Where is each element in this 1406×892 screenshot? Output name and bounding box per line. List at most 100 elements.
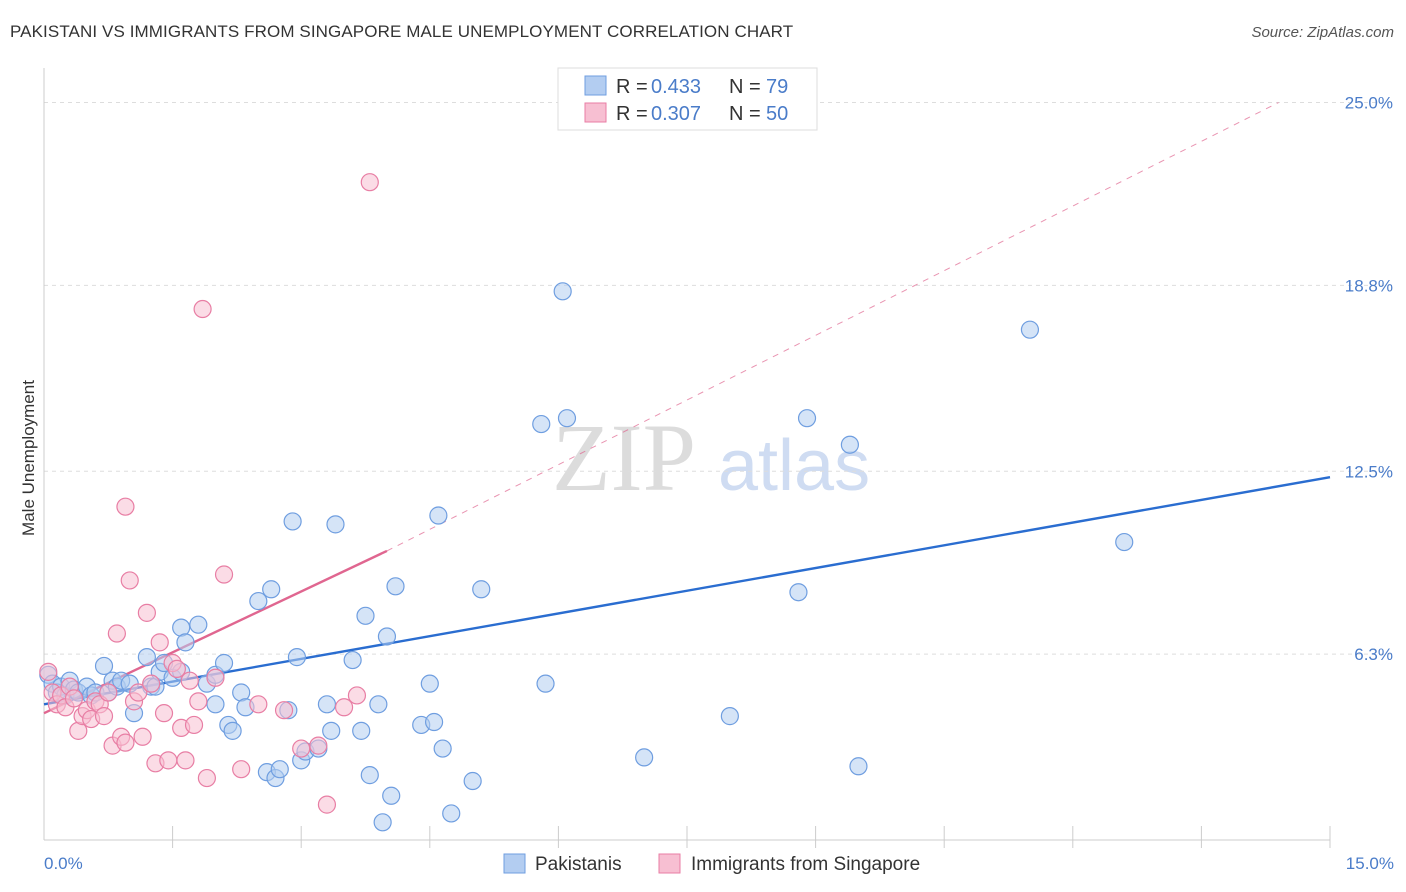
pakistani-point bbox=[377, 627, 397, 646]
pakistani-point bbox=[532, 414, 551, 434]
singapore-point bbox=[159, 751, 178, 770]
pakistani-point bbox=[322, 721, 341, 740]
bottom-legend-label-pakistanis: Pakistanis bbox=[535, 854, 622, 875]
singapore-point bbox=[64, 689, 84, 708]
pakistani-point bbox=[206, 695, 225, 714]
pakistani-point bbox=[849, 757, 868, 776]
singapore-point bbox=[137, 603, 156, 622]
pakistani-point bbox=[356, 606, 375, 625]
legend-n-label-2: N = bbox=[729, 103, 761, 125]
singapore-point bbox=[206, 668, 225, 687]
singapore-point bbox=[167, 659, 186, 679]
legend-r-value-1: 0.433 bbox=[651, 76, 701, 98]
singapore-point bbox=[232, 760, 251, 779]
singapore-point bbox=[274, 701, 294, 720]
pakistani-point bbox=[343, 650, 362, 670]
legend-n-label-1: N = bbox=[729, 76, 761, 98]
pakistani-point bbox=[262, 580, 281, 599]
pakistani-point bbox=[557, 409, 577, 428]
legend-swatch-singapore bbox=[584, 102, 607, 123]
pakistani-trend-line bbox=[43, 475, 1331, 706]
legend-r-label-2: R = bbox=[616, 103, 648, 125]
pakistani-point bbox=[536, 674, 555, 693]
pakistani-point bbox=[137, 648, 156, 667]
pakistani-point bbox=[287, 648, 307, 667]
data-points bbox=[39, 173, 1134, 832]
pakistani-point bbox=[429, 506, 448, 525]
pakistani-point bbox=[94, 656, 114, 676]
singapore-point bbox=[99, 683, 118, 702]
pakistani-point bbox=[326, 515, 345, 534]
bottom-legend-swatch-pakistanis bbox=[503, 853, 526, 874]
singapore-point bbox=[39, 662, 58, 681]
legend-swatch-pakistanis bbox=[584, 75, 607, 96]
singapore-point bbox=[189, 692, 208, 711]
pakistani-point bbox=[189, 615, 208, 634]
pakistani-point bbox=[424, 712, 444, 732]
pakistani-point bbox=[249, 591, 268, 611]
pakistani-point bbox=[463, 771, 482, 791]
pakistani-point bbox=[360, 766, 379, 785]
legend-n-value-2: 50 bbox=[766, 103, 788, 125]
pakistani-point bbox=[553, 282, 572, 301]
pakistani-point bbox=[352, 721, 371, 740]
singapore-point bbox=[150, 633, 169, 652]
pakistani-point bbox=[840, 435, 859, 454]
bottom-legend: Pakistanis Immigrants from Singapore bbox=[503, 853, 920, 875]
singapore-point bbox=[334, 698, 354, 717]
legend-r-label-1: R = bbox=[616, 76, 648, 98]
pakistani-point bbox=[1020, 320, 1040, 339]
pakistani-point bbox=[442, 804, 461, 823]
pakistani-point bbox=[283, 512, 302, 531]
singapore-point bbox=[107, 624, 126, 643]
pakistani-point bbox=[635, 748, 654, 767]
pakistani-point bbox=[433, 739, 452, 758]
singapore-point bbox=[193, 299, 212, 319]
pakistani-point bbox=[214, 653, 234, 673]
x-tick-label: 15.0% bbox=[1346, 854, 1394, 873]
singapore-point bbox=[292, 739, 311, 758]
singapore-point bbox=[142, 674, 161, 693]
singapore-point bbox=[116, 733, 135, 752]
singapore-point bbox=[94, 707, 114, 726]
singapore-point bbox=[129, 683, 148, 702]
singapore-point bbox=[176, 751, 195, 770]
y-tick-label: 12.5% bbox=[1345, 462, 1393, 481]
legend-r-value-2: 0.307 bbox=[651, 103, 701, 125]
pakistani-point bbox=[720, 707, 739, 726]
legend-box: R = 0.433 N = 79 R = 0.307 N = 50 bbox=[557, 67, 818, 131]
chart-title: PAKISTANI VS IMMIGRANTS FROM SINGAPORE M… bbox=[10, 22, 794, 41]
y-tick-label: 6.3% bbox=[1354, 645, 1393, 664]
singapore-point bbox=[116, 497, 135, 516]
singapore-point bbox=[197, 768, 216, 788]
pakistani-point bbox=[317, 695, 337, 714]
pakistani-point bbox=[386, 577, 405, 596]
x-tick-labels: 0.0% 15.0% bbox=[44, 854, 1394, 873]
bottom-legend-label-singapore: Immigrants from Singapore bbox=[691, 854, 920, 875]
singapore-point bbox=[184, 715, 204, 735]
pakistani-point bbox=[270, 760, 289, 779]
singapore-point bbox=[180, 671, 199, 690]
singapore-point bbox=[214, 565, 234, 584]
singapore-point bbox=[249, 695, 268, 714]
singapore-point bbox=[309, 736, 328, 755]
pakistani-point bbox=[789, 583, 808, 602]
y-tick-labels: 6.3% 12.5% 18.8% 25.0% bbox=[1345, 94, 1393, 665]
pakistani-point bbox=[382, 786, 401, 805]
x-tick-label: 0.0% bbox=[44, 854, 83, 873]
gridlines bbox=[44, 102, 1392, 655]
pakistani-point bbox=[472, 580, 491, 599]
pakistani-point bbox=[373, 813, 392, 832]
y-tick-label: 18.8% bbox=[1345, 276, 1393, 295]
pakistani-point bbox=[420, 674, 439, 693]
singapore-point bbox=[360, 173, 379, 192]
pakistani-point bbox=[797, 409, 817, 428]
watermark-zip: ZIP bbox=[552, 404, 696, 511]
watermark: ZIP atlas bbox=[552, 404, 870, 511]
chart-source: Source: ZipAtlas.com bbox=[1251, 24, 1394, 41]
pakistani-point bbox=[1115, 532, 1134, 552]
singapore-point bbox=[154, 704, 174, 723]
bottom-legend-swatch-singapore bbox=[658, 853, 681, 874]
pakistani-point bbox=[176, 633, 195, 652]
